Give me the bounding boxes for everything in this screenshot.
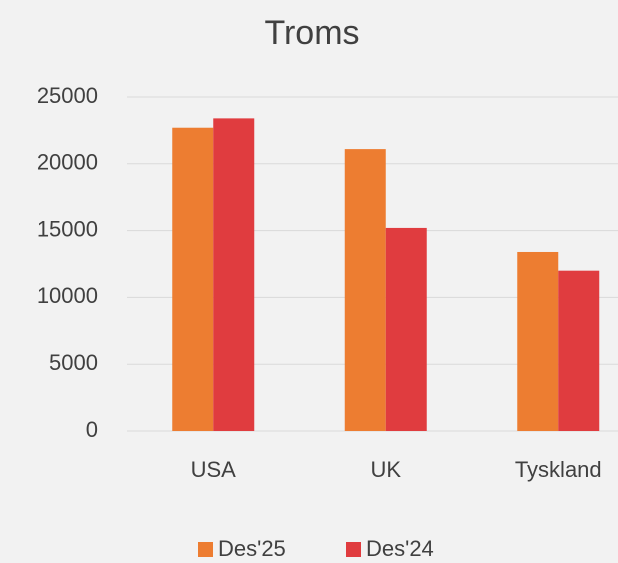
y-tick-label: 15000 [37, 216, 98, 241]
x-tick-label: Tyskland [515, 457, 602, 482]
legend-label: Des'24 [366, 536, 434, 561]
bar [172, 127, 214, 431]
legend-label: Des'25 [218, 536, 286, 561]
chart-title: Troms [264, 14, 359, 52]
bar [558, 270, 600, 431]
bar [213, 118, 255, 431]
y-tick-label: 0 [86, 417, 98, 442]
bar [344, 149, 386, 431]
y-tick-label: 10000 [37, 283, 98, 308]
x-tick-label: USA [191, 457, 237, 482]
bar [385, 227, 427, 431]
bar [517, 251, 559, 431]
y-tick-label: 20000 [37, 150, 98, 175]
legend-swatch [198, 542, 213, 557]
y-tick-label: 25000 [37, 83, 98, 108]
y-tick-label: 5000 [49, 350, 98, 375]
legend-swatch [346, 542, 361, 557]
x-tick-label: UK [370, 457, 401, 482]
